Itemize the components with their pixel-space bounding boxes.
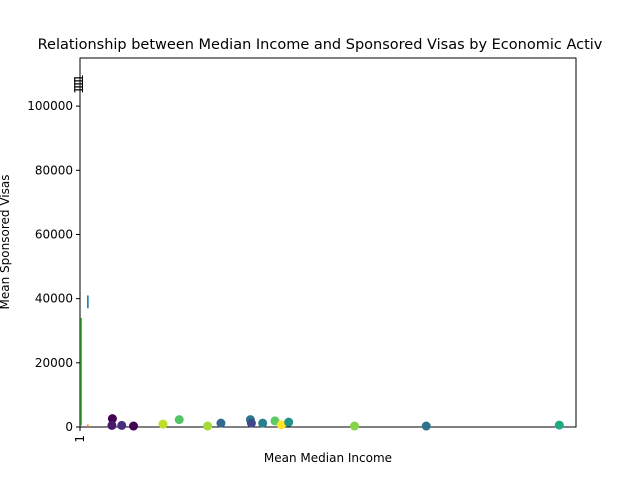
x-axis: 1 [73,427,87,443]
overflow-label: 1 [72,86,86,94]
data-point [350,421,360,431]
y-tick-label: 20000 [35,356,73,370]
data-point [107,420,117,430]
y-axis: 0 20000 40000 60000 80000 100000 [27,99,80,434]
y-tick-label: 0 [65,420,73,434]
y-tick-label: 40000 [35,292,73,306]
data-point [158,419,168,429]
y-tick-label: 60000 [35,227,73,241]
overflow-label: 1 [72,74,86,82]
data-point [421,421,431,431]
data-point [203,421,213,431]
data-point [554,420,564,430]
data-point [107,414,117,424]
data-point [276,420,286,430]
x-axis-label: Mean Median Income [264,451,392,465]
overflow-label: 1 [72,77,86,85]
y-axis-label: Mean Sponsored Visas [0,175,12,310]
data-point [258,418,268,428]
y-tick-label: 100000 [27,99,73,113]
data-point [174,415,184,425]
data-point [129,421,139,431]
data-point [216,418,226,428]
chart-title: Relationship between Median Income and S… [38,37,603,53]
data-points [107,414,564,431]
vertical-marks [80,295,89,427]
plot-frame [79,57,577,428]
overflow-label: 1 [72,80,86,88]
data-point [284,417,294,427]
x-tick-label: 1 [73,435,87,443]
overflow-label: 1 [72,83,86,91]
data-point [117,420,127,430]
y-tick-label: 80000 [35,163,73,177]
data-point [246,418,256,428]
